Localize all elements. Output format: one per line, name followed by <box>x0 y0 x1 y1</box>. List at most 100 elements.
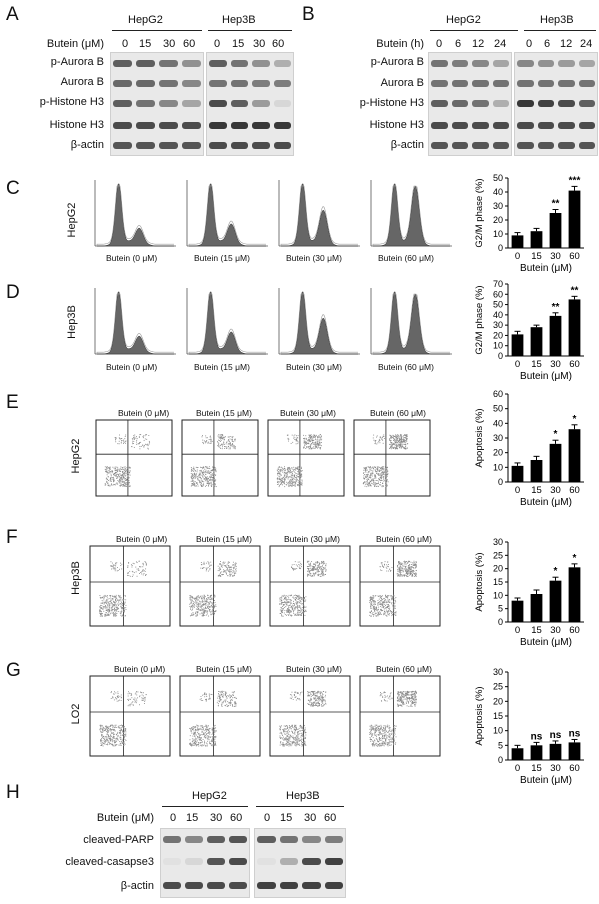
scatter-g-3 <box>269 675 351 757</box>
blot-band <box>517 80 534 87</box>
blot-band <box>324 836 343 843</box>
y-tick-label: 50 <box>493 404 503 414</box>
y-tick-label: 60 <box>493 289 503 299</box>
blot-band <box>558 122 575 129</box>
bar-chart-c: 0 10 20 30 40 50 0 15 30 ** 60 *** Butein (μM) G2/M p… <box>474 173 584 274</box>
cell-label-hep3b-h: Hep3B <box>286 790 320 802</box>
bar <box>549 743 562 760</box>
blot-band <box>113 100 132 107</box>
blot-band <box>252 100 270 107</box>
conc-h-6: 15 <box>280 812 293 824</box>
x-tick-label: 60 <box>569 763 580 774</box>
x-tick-label: 30 <box>550 251 561 262</box>
histogram-d-4 <box>370 288 452 355</box>
blot-band <box>229 858 247 865</box>
blot-band <box>578 100 595 107</box>
blot-band <box>273 60 291 67</box>
blot-band <box>558 60 575 67</box>
conc-a-8: 60 <box>272 38 285 50</box>
blot-band <box>229 836 247 843</box>
protein-label-a-3: p-Histone H3 <box>39 96 104 108</box>
y-tick-label: 30 <box>493 201 503 211</box>
y-axis-label: Apoptosis (%) <box>474 408 485 467</box>
x-tick-label: 30 <box>550 625 561 636</box>
conc-h-8: 60 <box>324 812 337 824</box>
bar <box>568 429 581 482</box>
x-tick-label: 0 <box>515 763 520 774</box>
protein-label-b-1: p-Aurora B <box>370 56 424 68</box>
blot-band <box>517 60 534 67</box>
x-tick-label: 15 <box>531 763 542 774</box>
x-tick-label: 15 <box>531 625 542 636</box>
x-axis-label: Butein (μM) <box>520 497 572 508</box>
significance-label: * <box>573 414 577 425</box>
panel-label-e: E <box>6 392 19 413</box>
blot-band <box>209 60 227 67</box>
x-tick-label: 0 <box>515 625 520 636</box>
y-tick-label: 40 <box>493 418 503 428</box>
protein-label-a-2: Aurora B <box>60 76 104 88</box>
blot-band <box>207 882 225 889</box>
y-tick-label: 25 <box>493 550 503 560</box>
blot-band <box>324 858 343 865</box>
y-tick-label: 30 <box>493 433 503 443</box>
blot-band <box>558 142 575 149</box>
blot-band <box>113 60 132 67</box>
y-axis-label: G2/M phase (%) <box>474 285 485 354</box>
blot-band <box>273 80 291 87</box>
blot-band <box>472 100 489 107</box>
bar <box>568 299 581 356</box>
flow-title-g-3: Butein (30 μM) <box>286 664 342 674</box>
cell-label-hepg2-a: HepG2 <box>128 14 163 26</box>
blot-band <box>578 60 595 67</box>
blot-band <box>159 100 178 107</box>
blot-band <box>163 836 181 843</box>
bar <box>511 600 524 622</box>
blot-band <box>113 122 132 129</box>
blot-band <box>517 122 534 129</box>
cell-line-a1 <box>112 30 202 31</box>
blot-band <box>537 80 554 87</box>
flow-title-c-3: Butein (30 μM) <box>286 253 342 263</box>
scatter-e-3 <box>267 419 345 497</box>
blot-band <box>279 882 298 889</box>
y-tick-label: 30 <box>493 320 503 330</box>
blot-band <box>209 80 227 87</box>
x-tick-label: 15 <box>531 251 542 262</box>
bar <box>530 327 543 356</box>
flow-title-e-3: Butein (30 μM) <box>280 408 336 418</box>
cell-line-b2 <box>524 30 596 31</box>
bar <box>530 460 543 482</box>
bar <box>511 465 524 482</box>
blot-band <box>136 142 155 149</box>
protein-label-a-1: p-Aurora B <box>50 56 104 68</box>
blot-band <box>324 882 343 889</box>
blot-band <box>537 100 554 107</box>
y-tick-label: 0 <box>498 351 503 361</box>
blot-band <box>209 142 227 149</box>
blot-h-hepg2 <box>160 828 250 898</box>
x-tick-label: 0 <box>515 251 520 262</box>
histogram-d-1 <box>94 288 176 355</box>
blot-band <box>257 882 276 889</box>
y-tick-label: 10 <box>493 590 503 600</box>
bar <box>511 334 524 356</box>
blot-b-hep3b <box>514 52 598 156</box>
x-tick-label: 15 <box>531 359 542 370</box>
blot-band <box>182 100 201 107</box>
conc-h-7: 30 <box>304 812 317 824</box>
significance-label: ** <box>552 199 560 210</box>
y-axis-label: G2/M phase (%) <box>474 178 485 247</box>
scatter-f-3 <box>269 545 351 627</box>
scatter-f-4 <box>359 545 441 627</box>
x-tick-label: 0 <box>515 485 520 496</box>
blot-band <box>136 122 155 129</box>
conc-a-6: 15 <box>232 38 245 50</box>
bar <box>530 594 543 622</box>
blot-band <box>159 80 178 87</box>
x-tick-label: 60 <box>569 251 580 262</box>
histogram-c-1 <box>94 180 176 247</box>
cell-line-h2 <box>256 806 344 807</box>
flow-title-d-3: Butein (30 μM) <box>286 362 342 372</box>
